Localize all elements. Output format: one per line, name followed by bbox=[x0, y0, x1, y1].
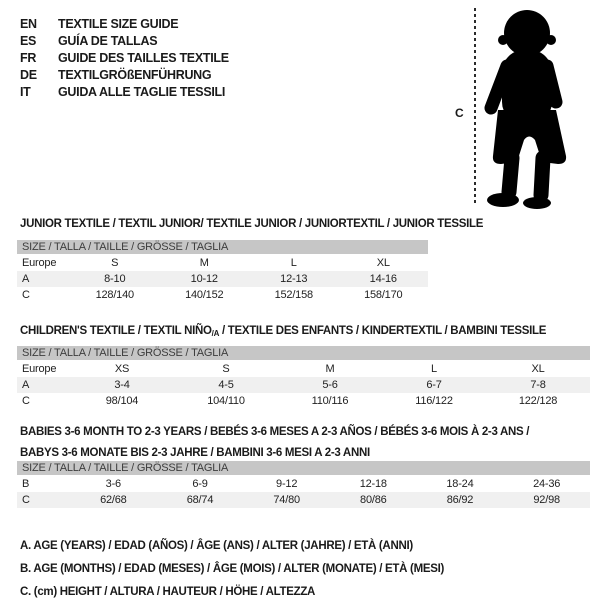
value-cell: 140/152 bbox=[185, 289, 224, 301]
children-size-table: SIZE / TALLA / TAILLE / GRÖSSE / TAGLIA … bbox=[17, 346, 590, 409]
language-row-de: DE TEXTILGRÖßENFÜHRUNG bbox=[20, 67, 229, 84]
row-label: C bbox=[17, 492, 70, 508]
language-label: TEXTILE SIZE GUIDE bbox=[58, 17, 179, 31]
language-code: IT bbox=[20, 85, 31, 99]
junior-section-title: JUNIOR TEXTILE / TEXTIL JUNIOR/ TEXTILE … bbox=[20, 218, 484, 230]
junior-size-table: SIZE / TALLA / TAILLE / GRÖSSE / TAGLIA … bbox=[17, 240, 428, 303]
babies-size-table: SIZE / TALLA / TAILLE / GRÖSSE / TAGLIA … bbox=[17, 461, 590, 508]
language-label: TEXTILGRÖßENFÜHRUNG bbox=[58, 68, 212, 82]
value-cell: 128/140 bbox=[95, 289, 135, 301]
height-measure-label: C bbox=[455, 106, 464, 120]
table-row: C 98/104 104/110 110/116 116/122 122/128 bbox=[17, 393, 590, 409]
value-cell: 5-6 bbox=[278, 377, 382, 393]
size-header-bar: SIZE / TALLA / TAILLE / GRÖSSE / TAGLIA bbox=[17, 461, 590, 476]
value-cell: 62/68 bbox=[70, 492, 157, 508]
value-cell: 80/86 bbox=[329, 492, 417, 508]
value-cell: 86/92 bbox=[416, 492, 504, 508]
table-row: A 3-4 4-5 5-6 6-7 7-8 bbox=[17, 377, 590, 393]
height-measure-dashed-line bbox=[474, 8, 476, 206]
language-label: GUIDE DES TAILLES TEXTILE bbox=[58, 51, 229, 65]
size-cell: L bbox=[290, 257, 297, 269]
value-cell: 8-10 bbox=[70, 271, 160, 287]
value-cell: 24-36 bbox=[533, 478, 561, 490]
value-cell: 12-18 bbox=[359, 478, 387, 490]
size-header-bar: SIZE / TALLA / TAILLE / GRÖSSE / TAGLIA bbox=[17, 240, 428, 255]
table-row: Europe XS S M L XL bbox=[17, 361, 590, 377]
legend-line-c: C. (cm) HEIGHT / ALTURA / HAUTEUR / HÖHE… bbox=[20, 586, 316, 598]
value-cell: 74/80 bbox=[243, 492, 330, 508]
size-cell: M bbox=[325, 363, 335, 375]
value-cell: 122/128 bbox=[518, 395, 558, 407]
title-text: / TEXTILE DES ENFANTS / KINDERTEXTIL / B… bbox=[219, 325, 547, 337]
value-cell: 104/110 bbox=[207, 395, 245, 407]
row-label: A bbox=[17, 377, 70, 393]
size-cell: M bbox=[199, 257, 209, 269]
language-code: FR bbox=[20, 51, 37, 65]
size-cell: S bbox=[222, 363, 230, 375]
size-cell: XL bbox=[376, 257, 390, 269]
row-label: C bbox=[22, 395, 30, 407]
value-cell: 68/74 bbox=[156, 492, 244, 508]
table-row: C 128/140 140/152 152/158 158/170 bbox=[17, 287, 428, 303]
value-cell: 6-9 bbox=[192, 478, 208, 490]
value-cell: 110/116 bbox=[311, 395, 349, 407]
row-label: A bbox=[17, 271, 70, 287]
size-cell: XS bbox=[114, 363, 130, 375]
language-title-list: EN TEXTILE SIZE GUIDE ES GUÍA DE TALLAS … bbox=[20, 16, 229, 101]
title-subscript: /A bbox=[211, 329, 220, 338]
title-text: CHILDREN'S TEXTILE / TEXTIL NIÑO bbox=[20, 325, 212, 337]
language-label: GUIDA ALLE TAGLIE TESSILI bbox=[58, 85, 226, 99]
value-cell: 98/104 bbox=[105, 395, 139, 407]
language-code: EN bbox=[20, 17, 37, 31]
size-cell: L bbox=[431, 363, 437, 375]
value-cell: 14-16 bbox=[338, 271, 428, 287]
value-cell: 18-24 bbox=[446, 478, 474, 490]
table-row: C 62/68 68/74 74/80 80/86 86/92 92/98 bbox=[17, 492, 590, 508]
value-cell: 10-12 bbox=[159, 271, 249, 287]
language-row-it: IT GUIDA ALLE TAGLIE TESSILI bbox=[20, 84, 229, 101]
language-row-fr: FR GUIDE DES TAILLES TEXTILE bbox=[20, 50, 229, 67]
value-cell: 158/170 bbox=[364, 289, 403, 301]
children-section-title: CHILDREN'S TEXTILE / TEXTIL NIÑO/A / TEX… bbox=[20, 324, 546, 341]
value-cell: 92/98 bbox=[503, 492, 590, 508]
table-row: Europe S M L XL bbox=[17, 255, 428, 271]
row-label: C bbox=[22, 289, 30, 301]
value-cell: 6-7 bbox=[382, 377, 486, 393]
language-label: GUÍA DE TALLAS bbox=[58, 34, 158, 48]
row-label: B bbox=[22, 478, 30, 490]
legend-line-a: A. AGE (YEARS) / EDAD (AÑOS) / ÂGE (ANS)… bbox=[20, 540, 413, 552]
size-header-bar: SIZE / TALLA / TAILLE / GRÖSSE / TAGLIA bbox=[17, 346, 590, 361]
row-label: Europe bbox=[22, 257, 57, 269]
language-code: ES bbox=[20, 34, 37, 48]
value-cell: 116/122 bbox=[415, 395, 453, 407]
value-cell: 12-13 bbox=[249, 271, 339, 287]
title-line-2: BABYS 3-6 MONATE BIS 2-3 JAHRE / BAMBINI… bbox=[20, 447, 370, 459]
toddler-silhouette-icon bbox=[484, 10, 567, 209]
table-row: A 8-10 10-12 12-13 14-16 bbox=[17, 271, 428, 287]
language-code: DE bbox=[20, 68, 37, 82]
language-row-es: ES GUÍA DE TALLAS bbox=[20, 33, 229, 50]
value-cell: 3-4 bbox=[70, 377, 174, 393]
size-cell: XL bbox=[531, 363, 545, 375]
size-cell: S bbox=[111, 257, 119, 269]
value-cell: 4-5 bbox=[174, 377, 278, 393]
value-cell: 3-6 bbox=[105, 478, 122, 490]
row-label: Europe bbox=[22, 363, 57, 375]
language-row-en: EN TEXTILE SIZE GUIDE bbox=[20, 16, 229, 33]
table-row: B 3-6 6-9 9-12 12-18 18-24 24-36 bbox=[17, 476, 590, 492]
value-cell: 152/158 bbox=[274, 289, 314, 301]
value-cell: 7-8 bbox=[486, 377, 590, 393]
value-cell: 9-12 bbox=[276, 478, 298, 490]
title-line-1: BABIES 3-6 MONTH TO 2-3 YEARS / BEBÉS 3-… bbox=[20, 426, 530, 438]
measurement-legend: A. AGE (YEARS) / EDAD (AÑOS) / ÂGE (ANS)… bbox=[20, 535, 444, 600]
babies-section-title: BABIES 3-6 MONTH TO 2-3 YEARS / BEBÉS 3-… bbox=[20, 422, 580, 464]
legend-line-b: B. AGE (MONTHS) / EDAD (MESES) / ÂGE (MO… bbox=[20, 563, 445, 575]
